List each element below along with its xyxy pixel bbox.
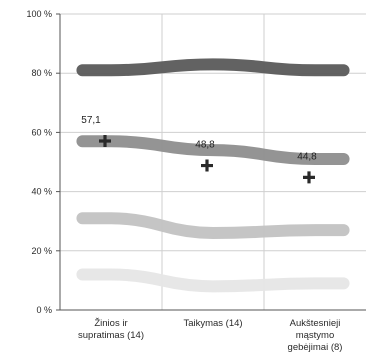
plus-marker [99,134,111,147]
x-category-label-line: mąstymo [296,330,335,341]
y-tick-label: 40 % [31,187,52,197]
plus-icon [303,171,315,184]
x-category-label: Aukštesnieji mąstymo gebėjimai (8) [288,318,343,353]
plus-marker [201,159,213,172]
series-band-0 [76,58,350,77]
plus-marker [303,171,315,184]
series-band-3 [76,268,350,293]
series [76,58,350,293]
x-category-label: Taikymas (14) [183,318,242,329]
x-category-label: Žinios ir supratimas (14) [78,318,144,341]
y-tick-label: 0 % [36,305,52,315]
x-category-label-line: Žinios ir [94,318,127,329]
plus-icon [99,134,111,147]
plus-icon [201,159,213,172]
y-tick-label: 20 % [31,246,52,256]
data-label: 48,8 [195,140,215,151]
data-label: 44,8 [297,151,317,162]
y-tick-label: 60 % [31,127,52,137]
series-band-1 [76,135,350,166]
x-category-label-line: supratimas (14) [78,330,144,341]
x-category-label-line: Taikymas (14) [183,318,242,329]
data-label: 57,1 [81,115,101,126]
series-band-2 [76,212,350,240]
y-tick-label: 80 % [31,68,52,78]
x-category-label-line: gebėjimai (8) [288,342,343,353]
labels: 57,1 48,8 44,8 [81,115,317,162]
x-category-label-line: Aukštesnieji [290,318,341,329]
axes: 0 % 20 % 40 % 60 % 80 % 100 % Žinios ir suprati… [26,9,366,353]
y-tick-label: 100 % [26,9,52,19]
